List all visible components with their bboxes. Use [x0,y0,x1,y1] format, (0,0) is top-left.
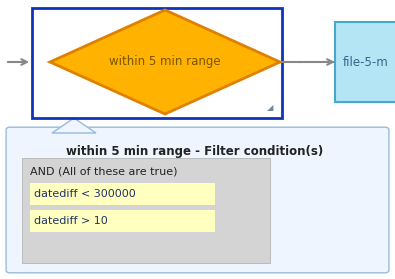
Text: datediff > 10: datediff > 10 [34,216,108,226]
Text: datediff < 300000: datediff < 300000 [34,189,136,199]
FancyBboxPatch shape [30,210,215,232]
Text: within 5 min range - Filter condition(s): within 5 min range - Filter condition(s) [66,145,324,158]
Text: ◢: ◢ [267,104,273,112]
FancyBboxPatch shape [335,22,395,102]
Polygon shape [52,118,96,133]
Text: within 5 min range: within 5 min range [109,56,221,69]
FancyBboxPatch shape [6,127,389,273]
Text: AND (All of these are true): AND (All of these are true) [30,167,177,177]
FancyBboxPatch shape [30,183,215,205]
FancyBboxPatch shape [22,158,270,263]
Polygon shape [50,10,280,114]
Text: file-5-m: file-5-m [343,56,389,69]
